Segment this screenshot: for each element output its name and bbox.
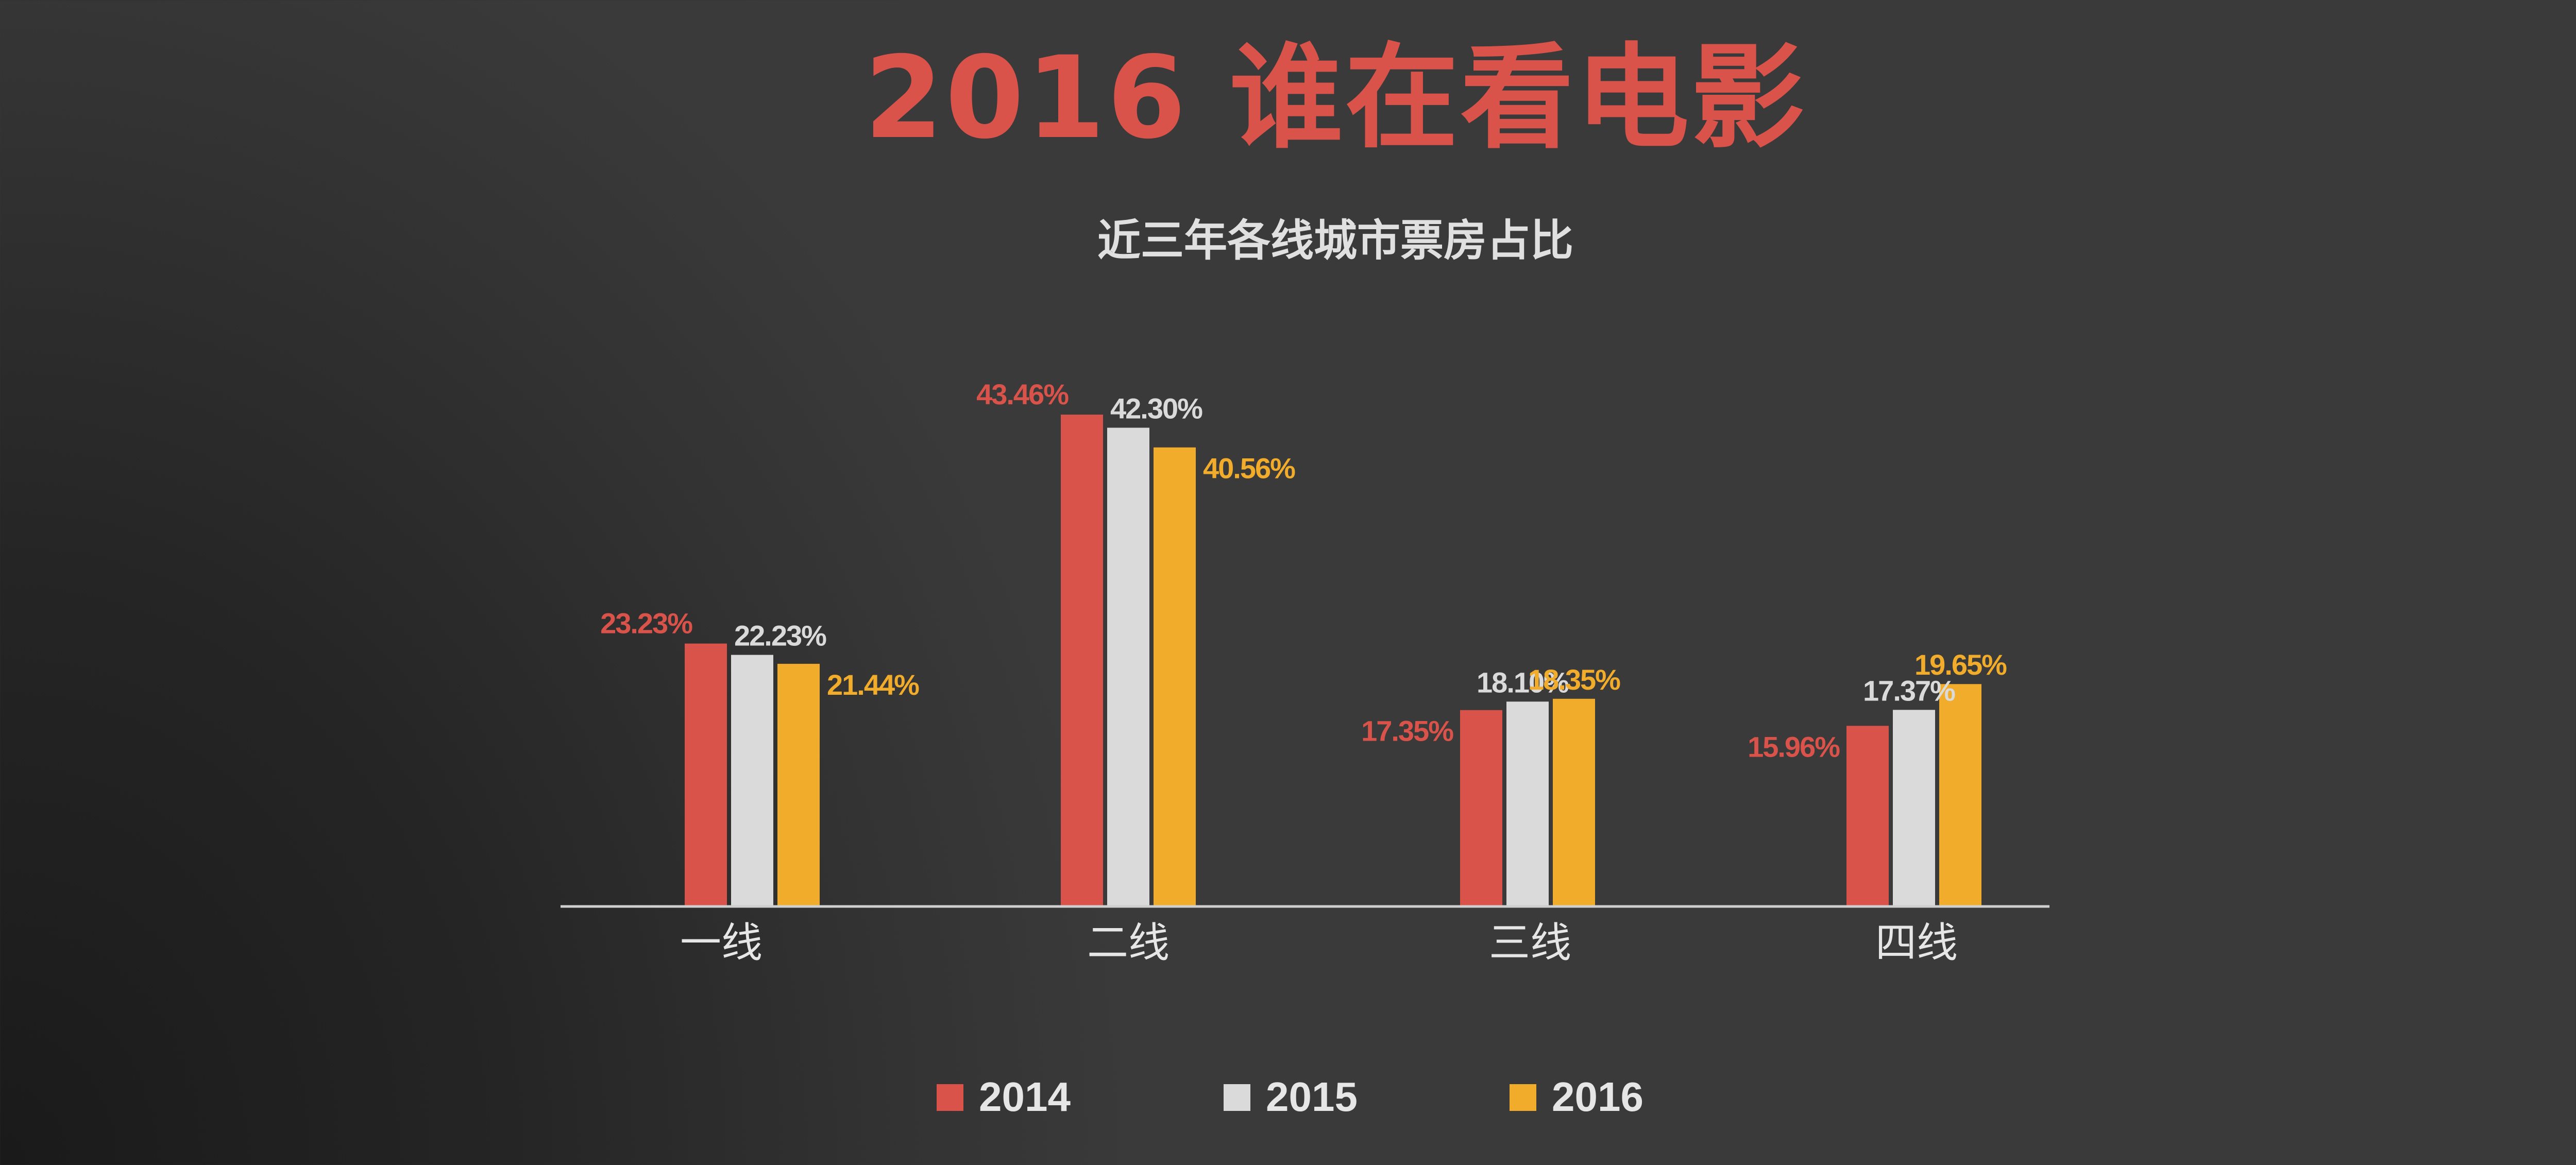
bar-2014-4: [1846, 726, 1889, 906]
bar-2016-1: [777, 663, 820, 906]
data-label-2015-2: 42.30%: [1110, 392, 1202, 424]
bar-2015-3: [1506, 701, 1549, 906]
bar-2014-1: [685, 643, 727, 906]
bar-2015-1: [731, 655, 773, 906]
legend-label-2014: 2014: [979, 1074, 1071, 1120]
bar-2015-2: [1107, 427, 1149, 906]
x-tick-label-1: 一线: [680, 919, 762, 967]
data-label-2015-4: 17.37%: [1863, 674, 1955, 707]
legend-swatch-2016: [1510, 1084, 1536, 1111]
data-label-2016-1: 21.44%: [827, 669, 919, 701]
data-label-2015-1: 22.23%: [734, 620, 826, 652]
data-label-2016-4: 19.65%: [1914, 648, 2007, 681]
data-label-2016-3: 18.35%: [1528, 663, 1620, 696]
legend-label-2016: 2016: [1552, 1074, 1643, 1120]
data-label-2014-2: 43.46%: [976, 378, 1069, 410]
data-label-2014-4: 15.96%: [1748, 730, 1840, 763]
page-title: 2016 谁在看电影: [864, 32, 1807, 164]
x-tick-label-4: 四线: [1875, 919, 1958, 967]
bar-2014-2: [1061, 415, 1103, 906]
x-tick-label-2: 二线: [1087, 919, 1170, 967]
bar-2016-3: [1553, 698, 1595, 906]
data-label-2014-1: 23.23%: [600, 607, 692, 640]
data-label-2015-3: 18.10%: [1477, 666, 1569, 698]
legend-label-2015: 2015: [1266, 1074, 1358, 1120]
bar-2016-2: [1154, 447, 1196, 906]
data-label-2014-3: 17.35%: [1361, 715, 1453, 747]
chart-title: 近三年各线城市票房占比: [1097, 215, 1573, 266]
bar-2015-4: [1893, 710, 1935, 906]
legend-swatch-2014: [937, 1084, 963, 1111]
legend-swatch-2015: [1224, 1084, 1250, 1111]
bar-2016-4: [1939, 684, 1981, 906]
x-tick-label-3: 三线: [1489, 919, 1571, 967]
data-label-2016-2: 40.56%: [1203, 452, 1295, 485]
bar-2014-3: [1460, 710, 1502, 906]
